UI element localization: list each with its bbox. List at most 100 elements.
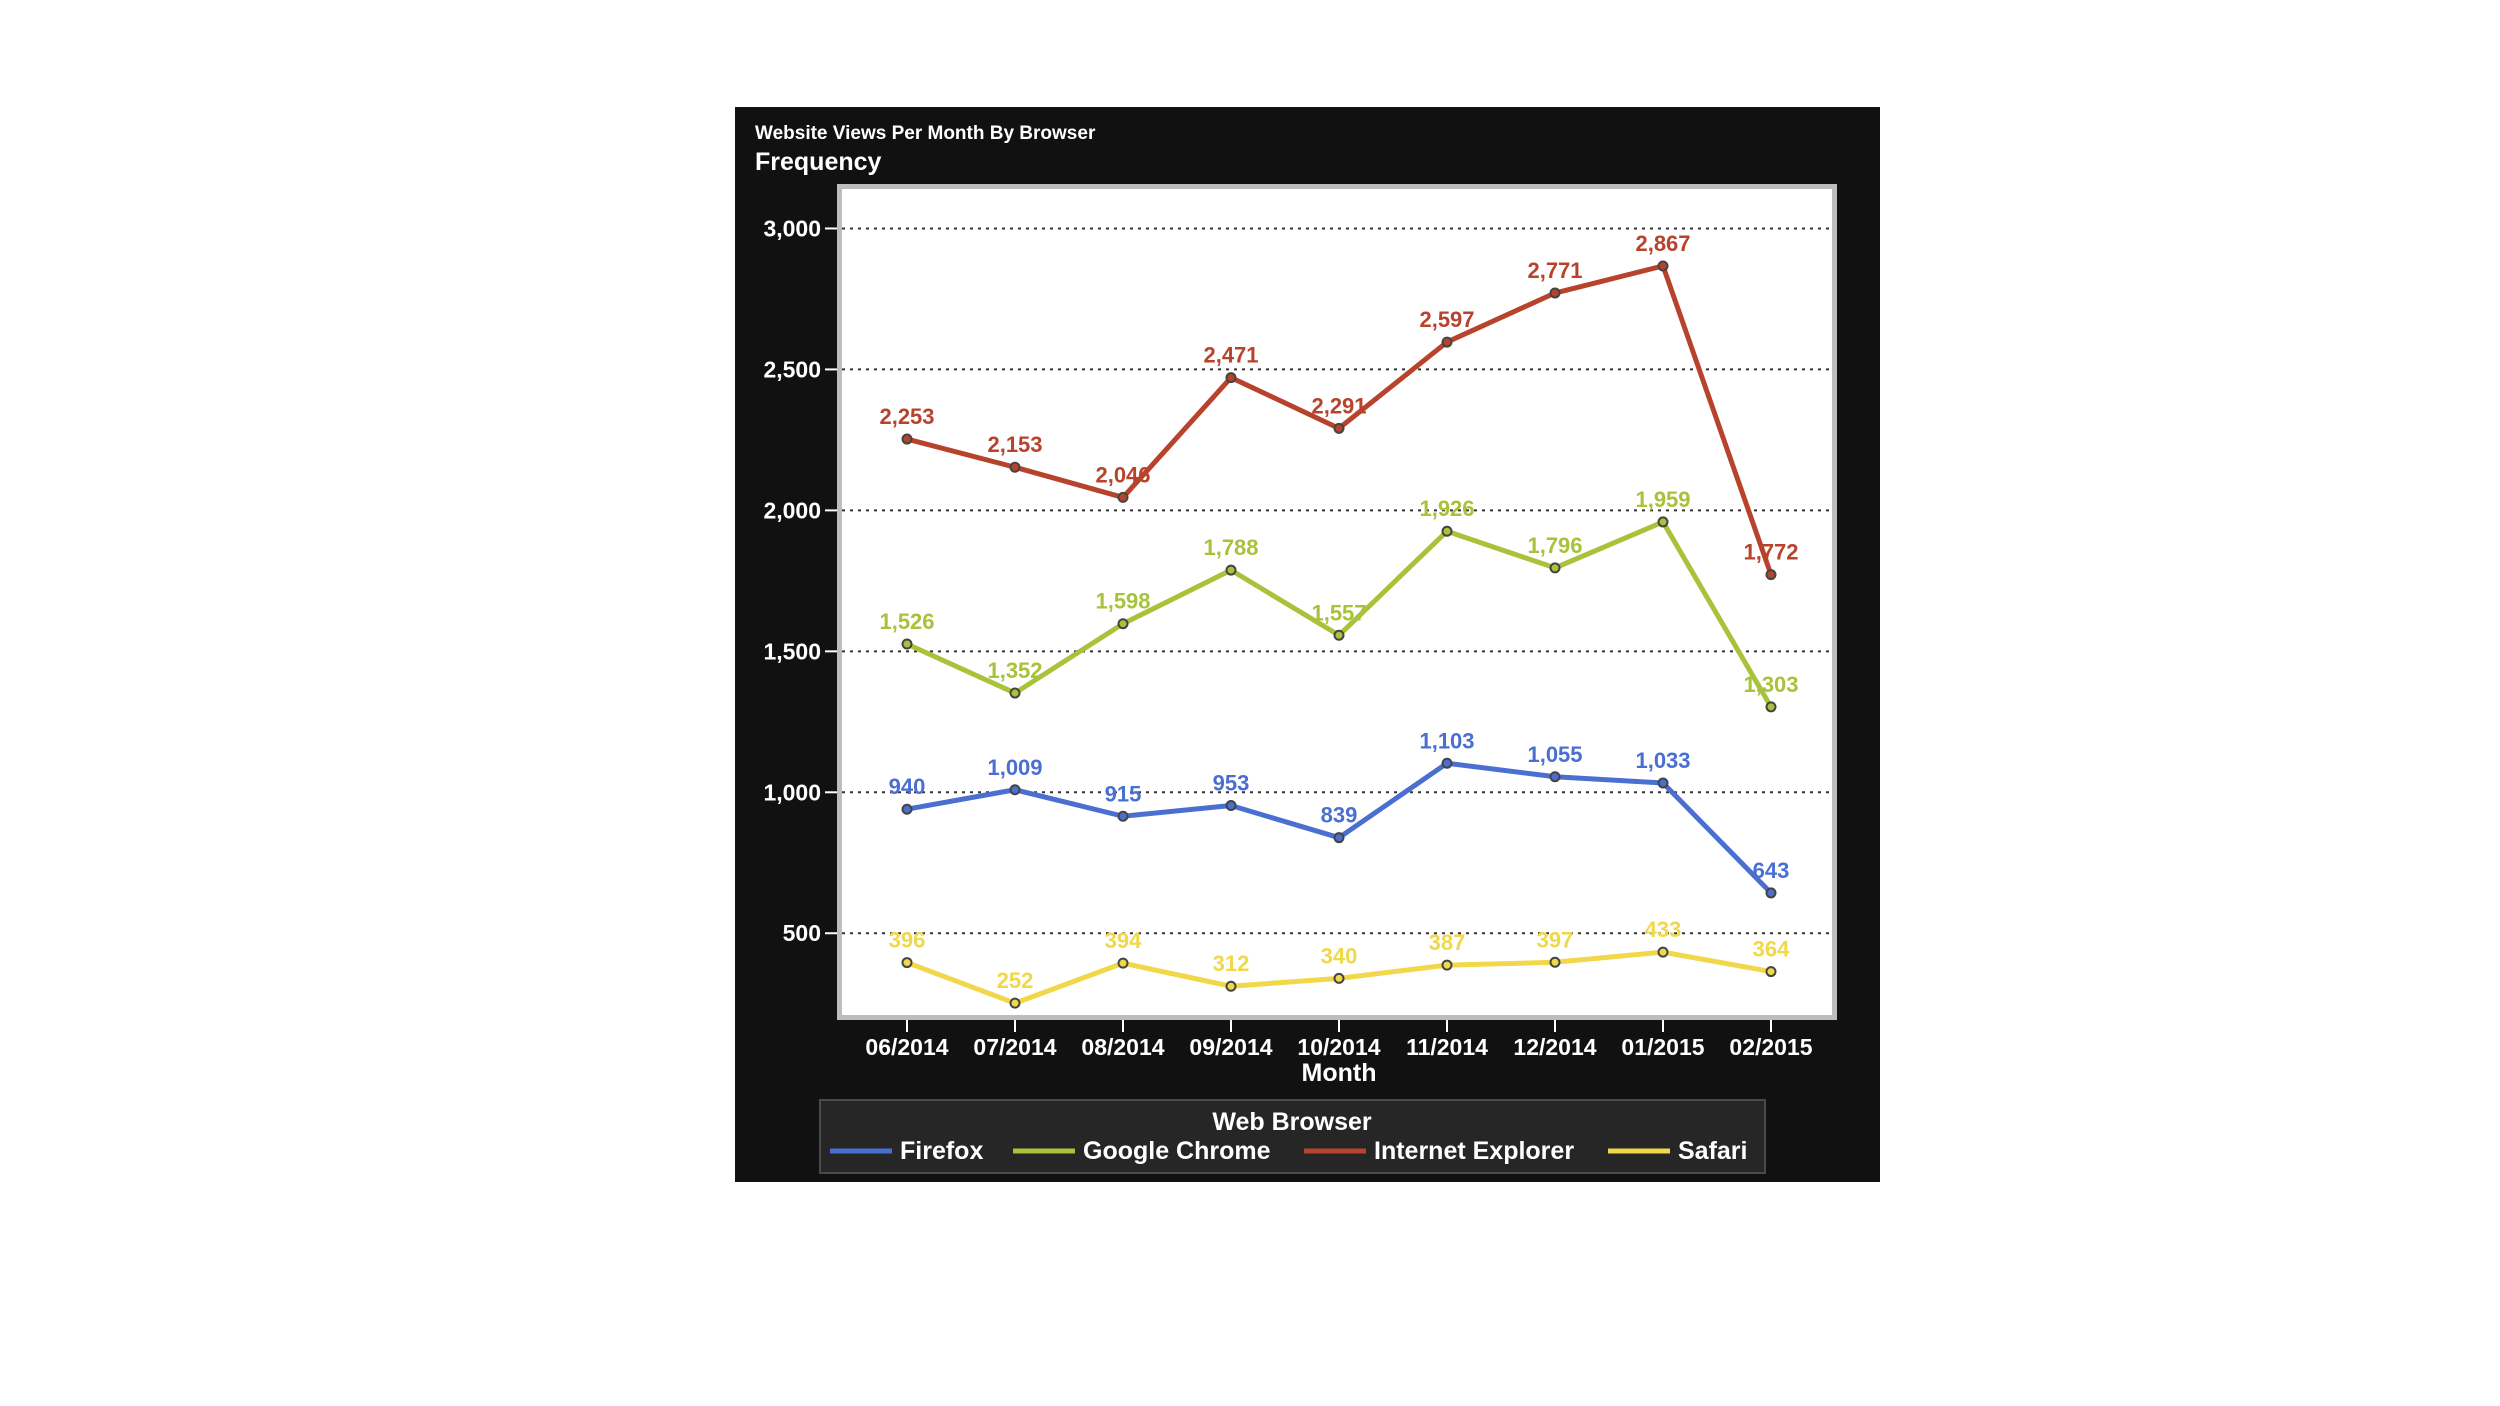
data-point-safari — [1765, 966, 1777, 978]
legend-title: Web Browser — [1212, 1108, 1372, 1136]
data-label-google-chrome: 1,598 — [1095, 589, 1150, 614]
data-label-safari: 340 — [1321, 943, 1358, 968]
data-point-firefox — [1441, 757, 1453, 769]
data-point-firefox — [1117, 810, 1129, 822]
data-point-safari — [1009, 997, 1021, 1009]
legend: Web Browser Firefox Google Chrome Internet… — [819, 1099, 1766, 1174]
data-point-internet-explorer — [901, 433, 913, 445]
chart-panel: Website Views Per Month By Browser Frequ… — [735, 107, 1880, 1182]
data-label-firefox: 839 — [1321, 803, 1358, 828]
data-point-google-chrome — [1225, 564, 1237, 576]
data-label-internet-explorer: 1,772 — [1743, 540, 1798, 565]
y-tick-label: 2,000 — [763, 497, 821, 523]
legend-label: Google Chrome — [1083, 1137, 1271, 1165]
data-label-safari: 387 — [1429, 930, 1466, 955]
data-label-firefox: 1,033 — [1635, 748, 1690, 773]
x-tick-label: 08/2014 — [1081, 1034, 1164, 1060]
series-lines — [901, 260, 1777, 1009]
data-point-safari — [901, 957, 913, 969]
data-label-safari: 364 — [1753, 937, 1790, 962]
data-point-internet-explorer — [1765, 569, 1777, 581]
data-point-google-chrome — [1009, 687, 1021, 699]
x-tick-label: 07/2014 — [973, 1034, 1056, 1060]
data-point-google-chrome — [1441, 525, 1453, 537]
data-point-internet-explorer — [1225, 372, 1237, 384]
legend-box — [819, 1099, 1766, 1174]
data-point-safari — [1117, 957, 1129, 969]
data-label-google-chrome: 1,788 — [1203, 535, 1258, 560]
data-label-internet-explorer: 2,867 — [1635, 231, 1690, 256]
x-tick-label: 01/2015 — [1621, 1034, 1704, 1060]
data-point-internet-explorer — [1549, 287, 1561, 299]
data-point-firefox — [1333, 832, 1345, 844]
line-chart: Website Views Per Month By Browser Frequ… — [755, 123, 1837, 1174]
x-tick-label: 10/2014 — [1297, 1034, 1380, 1060]
data-point-safari — [1657, 946, 1669, 958]
data-point-firefox — [901, 803, 913, 815]
data-label-firefox: 1,055 — [1527, 742, 1582, 767]
data-label-safari: 433 — [1645, 917, 1682, 942]
data-label-firefox: 1,009 — [987, 755, 1042, 780]
data-point-internet-explorer — [1117, 491, 1129, 503]
data-label-safari: 394 — [1105, 928, 1142, 953]
y-tick-label: 1,500 — [763, 638, 821, 664]
data-point-google-chrome — [1117, 618, 1129, 630]
data-label-internet-explorer: 2,253 — [879, 404, 934, 429]
data-point-google-chrome — [1549, 562, 1561, 574]
data-point-firefox — [1765, 887, 1777, 899]
data-point-safari — [1333, 972, 1345, 984]
data-label-safari: 252 — [997, 968, 1034, 993]
x-axis-label: Month — [1302, 1059, 1377, 1087]
x-tick-label: 02/2015 — [1729, 1034, 1812, 1060]
y-tick-label: 500 — [783, 920, 821, 946]
data-point-safari — [1441, 959, 1453, 971]
legend-items: Firefox Google Chrome Internet Explorer Saf… — [830, 1137, 1747, 1165]
y-axis: 500 1,000 1,500 2,000 2,500 3,000 — [763, 215, 837, 946]
plot-area — [842, 189, 1832, 1015]
data-label-firefox: 953 — [1213, 771, 1250, 796]
data-point-internet-explorer — [1333, 422, 1345, 434]
data-label-internet-explorer: 2,291 — [1311, 393, 1366, 418]
data-point-firefox — [1009, 784, 1021, 796]
data-labels: 940 1,009 915 953 839 1,103 1,055 1,033 643 1,526… — [879, 231, 1798, 993]
data-point-internet-explorer — [1009, 461, 1021, 473]
y-tick-label: 3,000 — [763, 215, 821, 241]
data-label-internet-explorer: 2,597 — [1419, 307, 1474, 332]
data-label-firefox: 940 — [889, 774, 926, 799]
data-label-google-chrome: 1,959 — [1635, 487, 1690, 512]
data-point-google-chrome — [901, 638, 913, 650]
data-label-safari: 312 — [1213, 951, 1250, 976]
data-point-safari — [1549, 956, 1561, 968]
x-tick-label: 09/2014 — [1189, 1034, 1272, 1060]
data-label-google-chrome: 1,926 — [1419, 496, 1474, 521]
data-point-internet-explorer — [1657, 260, 1669, 272]
y-tick-label: 2,500 — [763, 356, 821, 382]
data-label-firefox: 1,103 — [1419, 728, 1474, 753]
data-point-firefox — [1657, 777, 1669, 789]
data-point-google-chrome — [1333, 629, 1345, 641]
data-point-firefox — [1549, 771, 1561, 783]
x-tick-label: 06/2014 — [865, 1034, 948, 1060]
y-axis-label: Frequency — [755, 148, 882, 176]
data-label-internet-explorer: 2,471 — [1203, 343, 1258, 368]
data-label-google-chrome: 1,526 — [879, 609, 934, 634]
data-point-firefox — [1225, 800, 1237, 812]
data-label-google-chrome: 1,352 — [987, 658, 1042, 683]
data-label-internet-explorer: 2,046 — [1095, 462, 1150, 487]
y-tick-label: 1,000 — [763, 779, 821, 805]
data-label-safari: 396 — [889, 928, 926, 953]
data-label-internet-explorer: 2,153 — [987, 432, 1042, 457]
data-label-internet-explorer: 2,771 — [1527, 258, 1582, 283]
x-tick-label: 11/2014 — [1406, 1034, 1488, 1060]
data-point-internet-explorer — [1441, 336, 1453, 348]
data-point-google-chrome — [1765, 701, 1777, 713]
x-tick-label: 12/2014 — [1513, 1034, 1596, 1060]
legend-label: Internet Explorer — [1374, 1137, 1574, 1165]
data-label-firefox: 915 — [1105, 781, 1142, 806]
x-axis: 06/2014 07/2014 08/2014 09/2014 10/2014 11/20… — [865, 1020, 1813, 1060]
gridlines — [842, 227, 1832, 935]
data-label-google-chrome: 1,796 — [1527, 533, 1582, 558]
data-label-safari: 397 — [1537, 927, 1574, 952]
data-point-google-chrome — [1657, 516, 1669, 528]
data-label-google-chrome: 1,557 — [1311, 600, 1366, 625]
